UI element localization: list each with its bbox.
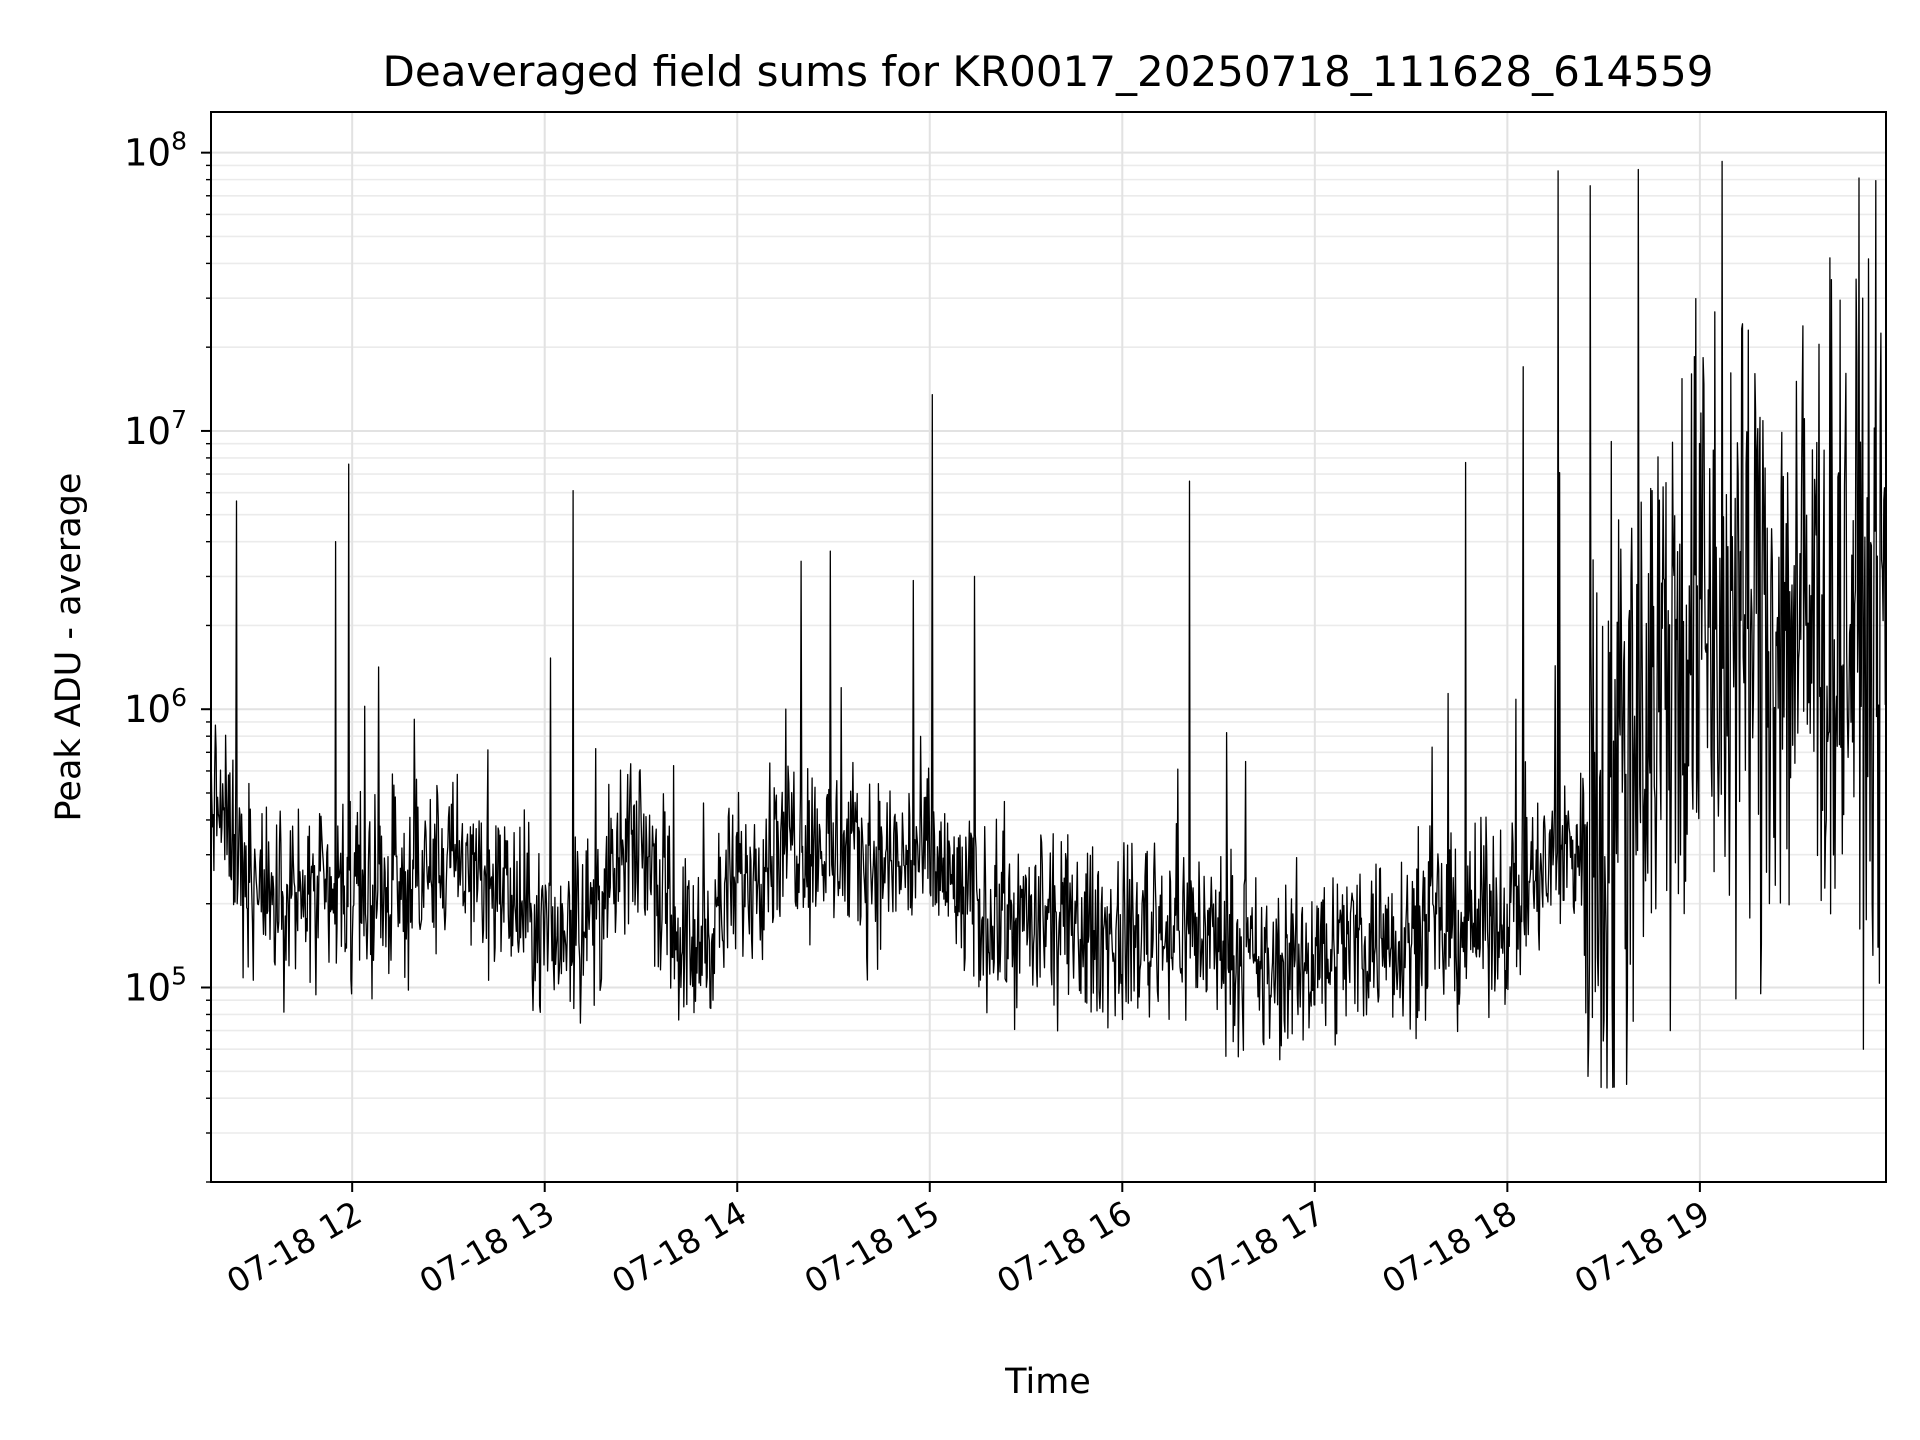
series-line bbox=[210, 160, 1887, 1089]
y-tick-label: 107 bbox=[124, 405, 187, 453]
grid bbox=[211, 112, 1886, 1183]
y-axis: 105 106 107 108 bbox=[124, 127, 211, 1183]
y-tick-label: 108 bbox=[124, 127, 187, 175]
chart-title: Deaveraged field sums for KR0017_2025071… bbox=[383, 47, 1714, 96]
y-axis-label: Peak ADU - average bbox=[49, 473, 89, 822]
y-tick-label: 106 bbox=[124, 683, 187, 731]
x-axis-label: Time bbox=[1004, 1362, 1091, 1402]
plot-frame bbox=[210, 111, 1887, 1183]
y-tick-label: 105 bbox=[124, 961, 187, 1009]
